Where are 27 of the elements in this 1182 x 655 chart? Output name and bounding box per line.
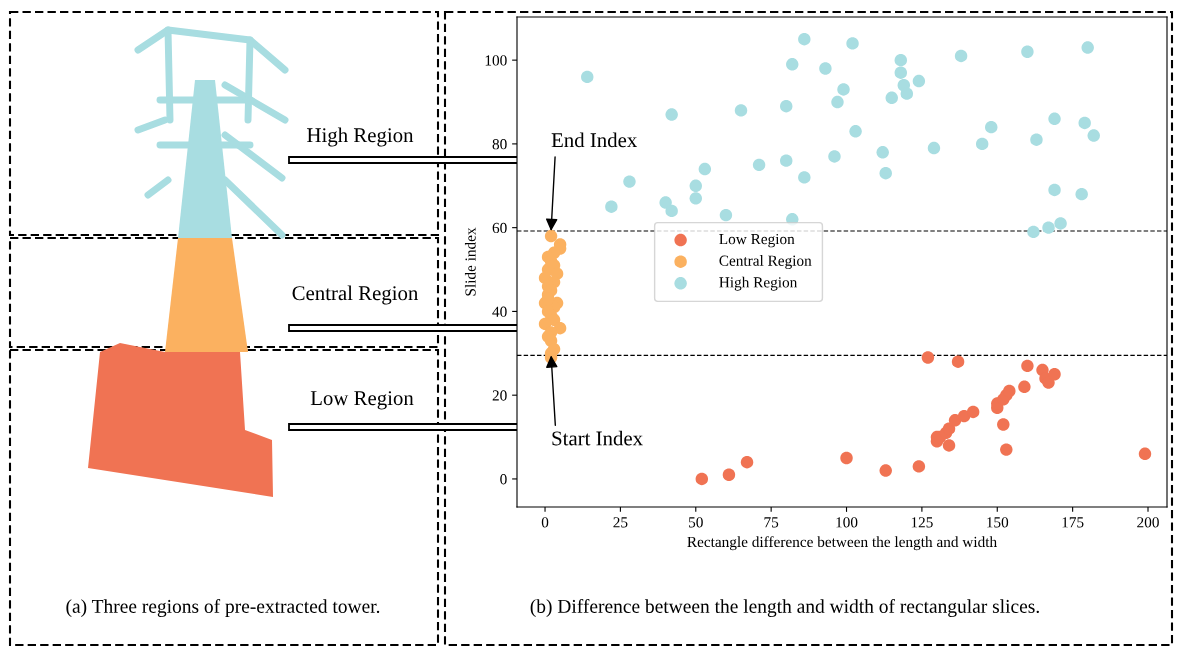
text: High Region [307, 127, 414, 147]
y-tick-label: 40 [492, 306, 507, 317]
legend-label: High Region [719, 276, 798, 291]
y-tick-label: 80 [492, 139, 507, 150]
y-tick-label: 60 [492, 222, 507, 234]
y-tick-label: 0 [500, 474, 507, 485]
x-axis-title: Rectangle difference between the length and width [687, 536, 997, 551]
text: (a) Three regions of pre-extracted tower. [66, 599, 380, 617]
x-tick-label: 200 [1137, 517, 1159, 528]
x-tick-label: 50 [689, 517, 703, 528]
text: Central Region [292, 285, 419, 305]
annotation: Start Index [552, 430, 643, 446]
x-tick-label: 125 [911, 517, 933, 528]
annotation: End Index [551, 132, 638, 148]
y-axis-title: Slide index [464, 227, 476, 296]
legend-label: Central Region [719, 255, 812, 269]
x-tick-label: 100 [836, 517, 858, 528]
text: (b) Difference between the length and width of rectangular slices. [530, 599, 1039, 617]
x-tick-label: 25 [613, 517, 628, 528]
x-tick-label: 175 [1062, 517, 1084, 528]
x-tick-label: 0 [541, 517, 549, 528]
y-tick-label: 20 [492, 390, 507, 401]
y-tick-label: 100 [485, 55, 507, 66]
legend-label: Low Region [719, 233, 795, 248]
x-tick-label: 75 [764, 517, 779, 528]
text: Low Region [310, 391, 414, 410]
x-tick-label: 150 [987, 517, 1009, 528]
